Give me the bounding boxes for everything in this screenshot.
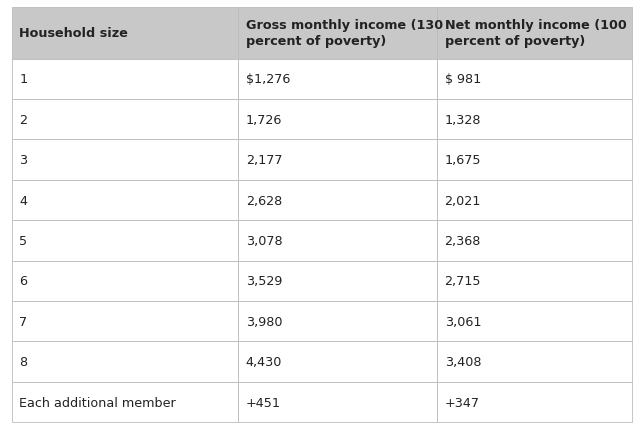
Text: 7: 7 — [19, 315, 28, 328]
Text: 3,408: 3,408 — [444, 355, 481, 368]
Bar — [238, 60, 437, 100]
Bar — [238, 140, 437, 181]
Bar — [12, 181, 238, 221]
Bar — [12, 382, 238, 422]
Bar — [437, 301, 632, 342]
Text: 2,021: 2,021 — [444, 194, 481, 207]
Text: 2,177: 2,177 — [246, 154, 283, 167]
Bar — [12, 261, 238, 301]
Text: Each additional member: Each additional member — [19, 396, 176, 408]
Text: 1,328: 1,328 — [444, 114, 481, 126]
Text: 3,078: 3,078 — [246, 234, 283, 247]
Text: 3,061: 3,061 — [444, 315, 481, 328]
Bar — [437, 8, 632, 60]
Text: $ 981: $ 981 — [444, 73, 481, 86]
Text: 4: 4 — [19, 194, 27, 207]
Bar — [238, 382, 437, 422]
Text: 1,726: 1,726 — [246, 114, 282, 126]
Bar — [12, 100, 238, 140]
Bar — [437, 382, 632, 422]
Text: +347: +347 — [444, 396, 480, 408]
Text: Net monthly income (100
percent of poverty): Net monthly income (100 percent of pover… — [444, 19, 627, 48]
Text: 3: 3 — [19, 154, 28, 167]
Text: 2: 2 — [19, 114, 27, 126]
Bar — [437, 342, 632, 382]
Text: Gross monthly income (130
percent of poverty): Gross monthly income (130 percent of pov… — [246, 19, 443, 48]
Bar — [238, 100, 437, 140]
Bar — [12, 342, 238, 382]
Text: 5: 5 — [19, 234, 28, 247]
Bar — [238, 181, 437, 221]
Bar — [238, 342, 437, 382]
Bar — [12, 140, 238, 181]
Text: 2,628: 2,628 — [246, 194, 282, 207]
Text: 3,980: 3,980 — [246, 315, 283, 328]
Text: Household size: Household size — [19, 27, 128, 40]
Text: 1,675: 1,675 — [444, 154, 481, 167]
Text: 6: 6 — [19, 275, 27, 288]
Bar — [437, 140, 632, 181]
Bar — [12, 60, 238, 100]
Bar — [437, 60, 632, 100]
Bar — [238, 301, 437, 342]
Text: $1,276: $1,276 — [246, 73, 290, 86]
Bar — [437, 221, 632, 261]
Bar — [238, 221, 437, 261]
Text: 2,368: 2,368 — [444, 234, 481, 247]
Bar — [437, 261, 632, 301]
Bar — [12, 301, 238, 342]
Bar — [437, 181, 632, 221]
Bar — [12, 221, 238, 261]
Text: 2,715: 2,715 — [444, 275, 481, 288]
Text: 8: 8 — [19, 355, 28, 368]
Text: +451: +451 — [246, 396, 281, 408]
Bar — [238, 8, 437, 60]
Text: 1: 1 — [19, 73, 28, 86]
Bar — [238, 261, 437, 301]
Text: 4,430: 4,430 — [246, 355, 282, 368]
Bar — [437, 100, 632, 140]
Bar — [12, 8, 238, 60]
Text: 3,529: 3,529 — [246, 275, 282, 288]
